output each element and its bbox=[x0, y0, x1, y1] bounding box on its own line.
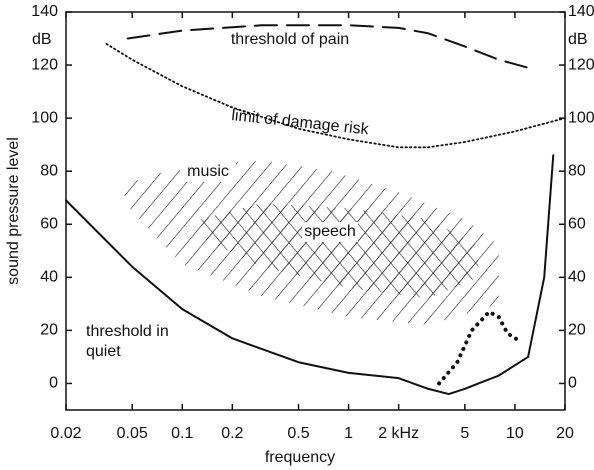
y-tick-label: 20 bbox=[40, 322, 58, 339]
label-bg bbox=[180, 162, 236, 182]
y-tick-label: 80 bbox=[568, 162, 586, 179]
y-tick-label: 0 bbox=[49, 375, 58, 392]
series-line bbox=[105, 42, 566, 149]
series-line bbox=[65, 154, 555, 396]
y-tick-label: 140 bbox=[31, 3, 58, 20]
x-tick-label: 0.05 bbox=[117, 425, 148, 442]
x-tick-label: 2 kHz bbox=[378, 425, 419, 442]
y-unit-left: dB bbox=[32, 31, 52, 48]
y-unit-right: dB bbox=[568, 31, 588, 48]
y-tick-label: 40 bbox=[568, 269, 586, 286]
series-label: threshold in quiet bbox=[86, 323, 169, 360]
plot-frame bbox=[65, 11, 566, 411]
y-tick-label: 100 bbox=[31, 109, 58, 126]
y-axis-label: sound pressure level bbox=[5, 137, 22, 285]
x-tick-label: 0.1 bbox=[171, 425, 193, 442]
series-line bbox=[126, 24, 530, 69]
y-tick-label: 40 bbox=[40, 269, 58, 286]
y-tick-label: 140 bbox=[568, 3, 594, 20]
x-tick-label: 0.5 bbox=[287, 425, 309, 442]
y-tick-label: 100 bbox=[568, 109, 594, 126]
x-tick-label: 1 bbox=[344, 425, 353, 442]
x-tick-label: 5 bbox=[460, 425, 469, 442]
y-tick-label: 80 bbox=[40, 162, 58, 179]
series-label: threshold of pain bbox=[231, 31, 349, 48]
x-tick-label: 10 bbox=[506, 425, 524, 442]
series-label: limit of damage risk bbox=[231, 107, 371, 138]
y-tick-label: 120 bbox=[31, 56, 58, 73]
x-axis-label: frequency bbox=[265, 449, 335, 466]
y-tick-label: 60 bbox=[40, 215, 58, 232]
x-tick-label: 0.02 bbox=[50, 425, 81, 442]
x-tick-label: 0.2 bbox=[221, 425, 243, 442]
x-tick-label: 20 bbox=[556, 425, 574, 442]
region-label: music bbox=[187, 163, 229, 180]
y-tick-label: 20 bbox=[568, 322, 586, 339]
region-cross bbox=[201, 203, 479, 299]
series-line bbox=[437, 309, 524, 386]
label-bg bbox=[302, 222, 358, 242]
y-tick-label: 0 bbox=[568, 375, 577, 392]
y-tick-label: 120 bbox=[568, 56, 594, 73]
y-tick-label: 60 bbox=[568, 215, 586, 232]
region-label: speech bbox=[304, 223, 356, 240]
